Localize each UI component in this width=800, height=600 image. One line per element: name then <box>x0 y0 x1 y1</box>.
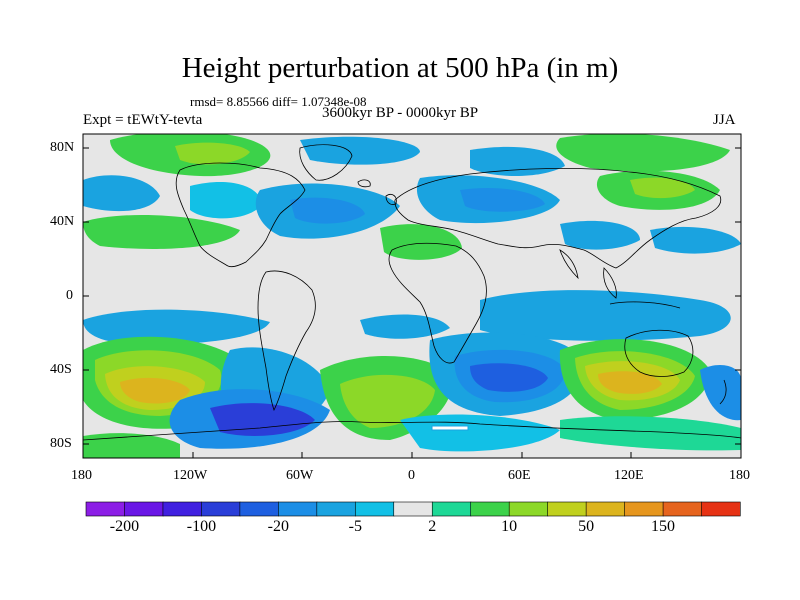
colorbar-label: -5 <box>348 518 362 535</box>
experiment-label: Expt = tEWtY-tevta <box>83 112 203 128</box>
colorbar-swatch <box>701 501 741 517</box>
colorbar-label: 150 <box>651 518 676 535</box>
stats-text: rmsd= 8.85566 diff= 1.07348e-08 <box>190 94 367 109</box>
lon-tick-label: 60W <box>286 468 314 483</box>
colorbar-swatch <box>393 501 433 517</box>
lat-tick-label: 80S <box>50 436 72 451</box>
lon-tick-label: 0 <box>408 468 415 483</box>
colorbar-label: 10 <box>501 518 518 535</box>
colorbar-swatch <box>585 501 626 517</box>
contour-field <box>83 134 741 458</box>
colorbar-swatch <box>624 501 664 517</box>
colorbar-swatch <box>508 501 549 517</box>
colorbar-label: 50 <box>578 518 595 535</box>
colorbar-label: -20 <box>267 518 289 535</box>
colorbar-label: 2 <box>428 518 437 535</box>
lat-tick-label: 0 <box>66 288 73 303</box>
colorbar-swatch <box>239 501 279 517</box>
period-label: 3600kyr BP - 0000kyr BP <box>322 105 479 121</box>
season-label: JJA <box>713 112 736 128</box>
axis-ticks <box>82 147 742 458</box>
lon-tick-label: 60E <box>508 468 531 483</box>
lat-tick-label: 40S <box>50 362 72 377</box>
colorbar-swatch <box>201 501 241 517</box>
colorbar-swatch <box>162 501 203 517</box>
page-title: Height perturbation at 500 hPa (in m) <box>181 52 619 84</box>
lon-tick-label: 120E <box>614 468 644 483</box>
lon-tick-label: 120W <box>173 468 208 483</box>
colorbar-swatch <box>354 501 395 517</box>
lat-tick-label: 40N <box>50 214 75 229</box>
colorbar-label: -100 <box>186 518 217 535</box>
colorbar-swatch <box>547 501 587 517</box>
lat-tick-label: 80N <box>50 140 75 155</box>
ice-shelf-feature <box>431 425 469 431</box>
coastlines <box>83 144 741 441</box>
colorbar-swatch <box>278 501 318 517</box>
colorbar-swatch <box>662 501 703 517</box>
colorbar-swatch <box>470 501 510 517</box>
colorbar-label: -200 <box>109 518 140 535</box>
colorbar-swatch <box>431 501 472 517</box>
colorbar <box>85 501 741 517</box>
colorbar-swatch <box>124 501 164 517</box>
colorbar-swatch <box>85 501 126 517</box>
colorbar-swatch <box>316 501 356 517</box>
lon-tick-label: 180 <box>729 468 750 483</box>
lon-tick-label: 180 <box>71 468 92 483</box>
